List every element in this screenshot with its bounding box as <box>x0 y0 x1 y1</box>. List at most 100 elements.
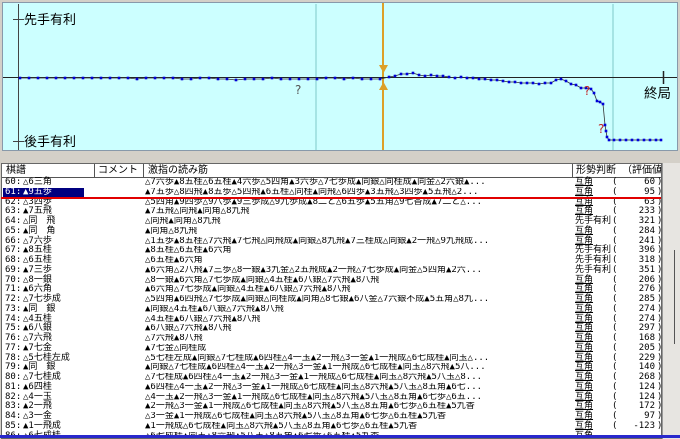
value-paren-close: ) <box>657 225 662 236</box>
value-paren-close: ) <box>657 313 662 324</box>
move-number: 66: <box>5 235 22 246</box>
value-paren-close: ) <box>657 216 662 226</box>
eval-value: 241 <box>638 235 655 246</box>
comment-cell <box>97 285 143 295</box>
eval-value: 233 <box>638 206 655 217</box>
column-header-reading-line: 激指の読み筋 <box>148 165 208 176</box>
value-paren-open: ( <box>612 313 618 324</box>
move-number: 61: <box>3 187 25 198</box>
move-row[interactable]: 80: △7七桂成 △7七桂成▲6四桂△4一玉▲2一飛△3一金▲1一飛成△6七成… <box>2 372 662 383</box>
reading-line: △1五歩▲8五桂△7六飛▲7七飛△同飛成▲同銀△8九飛▲7三桂成△同銀▲2一飛△… <box>145 236 490 246</box>
move-row[interactable]: 77: ▲7七金 ▲7七金△同桂成 互角 ( 205 ) <box>2 342 661 354</box>
reading-line: △5七桂左成▲同銀△7七桂成▲6四桂△4一玉▲2一飛△3一金▲1一飛成△6七成桂… <box>145 353 490 363</box>
comment-cell <box>97 344 143 354</box>
move-number: 77: <box>5 342 22 353</box>
move-row[interactable]: 74: △4五桂 △4五桂▲6八銀△7六飛▲8八飛 互角 ( 274 ) <box>2 313 662 325</box>
move-row[interactable]: 73: ▲同 銀 ▲同銀△4五桂▲6八銀△7六飛▲8八飛 互角 ( 274 ) <box>2 303 661 315</box>
move-row[interactable]: 86: △6七成桂 △6七成桂▲同玉△8六飛▲5八玉△8五角▲6七歩△6五桂▲5… <box>2 431 661 438</box>
move-number: 64: <box>5 216 22 226</box>
table-header: 棋譜 コメント 激指の読み筋 形勢判断 （評価値） <box>2 164 661 178</box>
move-row[interactable]: 82: △4一玉 △4一玉▲2一飛△3一金▲1一飛成△6七成桂▲同玉△8六飛▲5… <box>2 391 661 403</box>
column-header-comment: コメント <box>98 165 138 176</box>
reading-line: △8一銀▲6六角△7七歩成▲同銀△4五桂▲6八銀△7六飛▲8八飛 <box>145 275 380 285</box>
move-row[interactable]: 71: ▲6六角 ▲6六角△7七歩成▲同銀△4五桂▲6八銀△7六飛▲8八飛 互角… <box>2 284 662 295</box>
move-number: 81: <box>5 381 22 392</box>
move-row[interactable]: 60: △6三角 △7六歩▲8五桂△6五桂▲4六歩△5四角▲3六歩△7七歩成▲同… <box>2 177 661 188</box>
move-text: ▲7三歩 <box>23 264 52 275</box>
move-row[interactable]: 84: △3一金 △3一金▲1一飛成△6七成桂▲同玉△8六飛▲5八玉△8五角▲6… <box>2 411 661 422</box>
move-row[interactable]: 67: ▲8五桂 ▲8五桂△6五桂▲6六角 先手有利 ( 396 ) <box>2 245 662 256</box>
judgment-label: 互角 <box>575 333 594 343</box>
evaluation-graph[interactable]: 先手有利 後手有利 終局 ? ? ? <box>0 0 680 154</box>
current-move-marker[interactable] <box>379 3 388 150</box>
move-row[interactable]: 75: ▲6八銀 ▲6八銀△7六飛▲8八飛 互角 ( 297 ) <box>2 323 661 334</box>
move-row[interactable]: 72: △7七歩成 △5四角▲6四飛△7七歩成▲同銀△同桂成▲同角△8七銀▲6八… <box>2 294 661 305</box>
judgment-label: 互角 <box>575 225 594 236</box>
judgment-label: 互角 <box>575 431 593 438</box>
move-text: ▲7七金 <box>23 342 52 353</box>
value-paren-close: ) <box>657 372 662 382</box>
value-paren-close: ) <box>657 352 662 363</box>
value-paren-open: ( <box>612 411 618 421</box>
judgment-label: 互角 <box>575 284 594 295</box>
move-text: ▲1一飛成 <box>23 420 61 431</box>
move-row[interactable]: 81: ▲6四桂 ▲6四桂△4一玉▲2一飛△3一金▲1一飛成△6七成桂▲同玉△8… <box>2 381 661 393</box>
move-row[interactable]: 64: △同 飛 △同飛▲同角△8九飛 先手有利 ( 321 ) <box>2 216 662 227</box>
move-row[interactable]: 78: △5七桂左成 △5七桂左成▲同銀△7七桂成▲6四桂△4一玉▲2一飛△3一… <box>2 352 662 364</box>
column-header-judgment: 形勢判断 （評価値） <box>576 165 662 176</box>
move-row[interactable]: 62: △3四歩 △5四角▲9四歩△9八歩▲9三歩成△9九歩成▲8二と△6五歩▲… <box>2 197 661 208</box>
value-paren-open: ( <box>612 401 618 412</box>
value-paren-open: ( <box>612 284 618 295</box>
move-text: △7七桂成 <box>23 372 61 382</box>
scrollbar-track[interactable] <box>662 163 680 439</box>
graph-background[interactable] <box>2 2 678 151</box>
reading-line: ▲同角△8九飛 <box>145 226 198 236</box>
move-row[interactable]: 79: ▲同 銀 ▲同銀△7七桂成▲6四桂△4一玉▲2一飛△3一金▲1一飛成△6… <box>2 362 661 373</box>
judgment-label: 先手有利 <box>575 255 612 265</box>
move-row[interactable]: 70: △8一銀 △8一銀▲6六角△7七歩成▲同銀△4五桂▲6八銀△7六飛▲8八… <box>2 274 661 286</box>
move-row[interactable]: 83: ▲2一飛 ▲2一飛△3一金▲1一飛成△6七成桂▲同玉△8六飛▲5八玉△8… <box>2 401 661 412</box>
reading-line: △7六飛▲8八飛 <box>145 334 203 343</box>
move-row[interactable]: 76: △7六飛 △7六飛▲8八飛 互角 ( 168 ) <box>2 333 661 344</box>
move-text: △4一玉 <box>23 391 52 402</box>
eval-value: 206 <box>638 274 655 285</box>
comment-cell <box>97 295 143 305</box>
comment-cell <box>97 383 143 393</box>
value-paren-open: ( <box>612 381 618 392</box>
move-number: 75: <box>5 323 22 334</box>
move-text: △4五桂 <box>23 313 52 324</box>
judgment-label: 互角 <box>575 372 594 382</box>
comment-cell <box>97 315 143 325</box>
move-text: △7六飛 <box>23 333 52 343</box>
eval-value: 284 <box>638 225 655 236</box>
move-row[interactable]: 69: ▲7三歩 ▲6六角△2八飛▲7三歩△8一銀▲3九金△2五飛成▲2一飛△7… <box>2 264 661 276</box>
move-number: 63: <box>5 206 22 217</box>
eval-value: 97 <box>644 411 655 421</box>
move-row[interactable]: 68: △6五桂 △6五桂▲6六角 先手有利 ( 318 ) <box>2 255 661 266</box>
move-number: 68: <box>5 255 22 265</box>
reading-line: ▲6八銀△7六飛▲8八飛 <box>145 324 232 334</box>
comment-cell <box>97 276 143 286</box>
value-paren-open: ( <box>612 333 618 343</box>
move-row[interactable]: 65: ▲同 角 ▲同角△8九飛 互角 ( 284 ) <box>2 225 662 237</box>
move-row[interactable]: 63: ▲7五飛 ▲7五飛△同飛▲同角△8九飛 互角 ( 233 ) <box>2 206 661 217</box>
move-row[interactable]: 61: ▲9五歩 ▲7五歩△8四飛▲8五歩△5四飛▲6五桂△同桂▲同飛△6四歩▲… <box>2 186 661 198</box>
move-number: 73: <box>5 303 22 314</box>
value-paren-close: ) <box>657 245 662 256</box>
judgment-label: 先手有利 <box>575 264 612 275</box>
move-row[interactable]: 85: ▲1一飛成 ▲1一飛成△6七成桂▲同玉△8六飛▲5八玉△8五角▲6七歩△… <box>2 420 661 432</box>
value-paren-close: ) <box>657 284 662 295</box>
move-number: 60: <box>5 177 22 187</box>
move-text: △8一銀 <box>23 274 52 285</box>
move-text: ▲6四桂 <box>23 381 52 392</box>
judgment-label: 互角 <box>575 342 594 353</box>
move-row[interactable]: 66: △7六歩 △1五歩▲8五桂△7六飛▲7七飛△同飛成▲同銀△8九飛▲7三桂… <box>2 235 661 247</box>
move-rows-list: 60: △6三角 △7六歩▲8五桂△6五桂▲4六歩△5四角▲3六歩△7七歩成▲同… <box>2 177 662 438</box>
eval-value: 168 <box>638 333 655 343</box>
header-separator <box>572 164 573 177</box>
judgment-label: 互角 <box>575 186 594 197</box>
move-number: 67: <box>5 245 22 256</box>
eval-value: 274 <box>638 313 655 324</box>
comment-cell <box>97 227 143 237</box>
judgment-label: 先手有利 <box>575 245 612 256</box>
